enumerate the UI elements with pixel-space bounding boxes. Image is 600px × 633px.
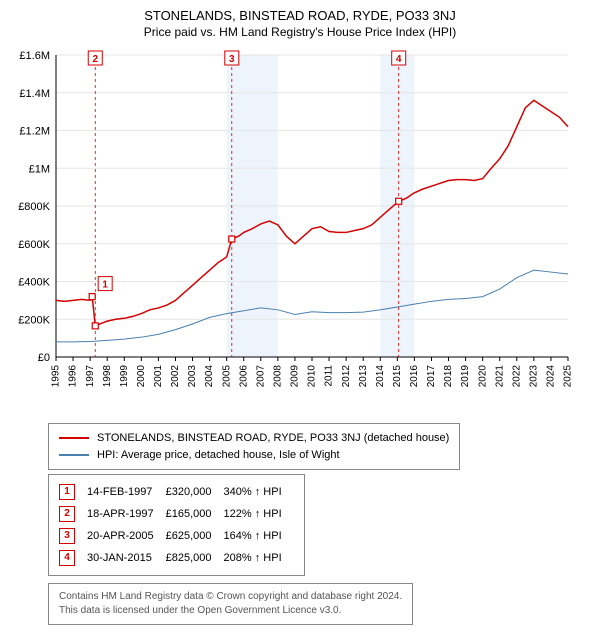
svg-text:£600K: £600K xyxy=(18,239,50,251)
event-date: 20-APR-2005 xyxy=(87,525,166,547)
svg-text:2007: 2007 xyxy=(255,365,266,388)
svg-text:2021: 2021 xyxy=(494,365,505,388)
svg-text:2003: 2003 xyxy=(187,365,198,388)
event-price: £625,000 xyxy=(166,525,224,547)
legend-row: HPI: Average price, detached house, Isle… xyxy=(59,447,449,464)
svg-text:2000: 2000 xyxy=(136,365,147,388)
chart-area: £0 £200K £400K £600K £800K £1M £1.2M £1.4M £1.6M… xyxy=(8,47,578,417)
event-row: 3 20-APR-2005£625,000164% ↑ HPI xyxy=(59,525,294,547)
svg-text:£1.2M: £1.2M xyxy=(19,126,50,138)
chart-subtitle: Price paid vs. HM Land Registry's House … xyxy=(8,25,592,39)
svg-text:2024: 2024 xyxy=(546,365,557,388)
event-row: 1 14-FEB-1997£320,000340% ↑ HPI xyxy=(59,481,294,503)
legend: STONELANDS, BINSTEAD ROAD, RYDE, PO33 3N… xyxy=(48,423,460,470)
svg-text:£400K: £400K xyxy=(18,277,50,289)
svg-text:£1M: £1M xyxy=(29,163,50,175)
svg-text:2002: 2002 xyxy=(170,365,181,388)
svg-text:2014: 2014 xyxy=(375,365,386,388)
svg-text:2023: 2023 xyxy=(529,365,540,388)
svg-text:£200K: £200K xyxy=(18,314,50,326)
legend-label: HPI: Average price, detached house, Isle… xyxy=(97,447,340,464)
legend-label: STONELANDS, BINSTEAD ROAD, RYDE, PO33 3N… xyxy=(97,430,449,447)
svg-text:2013: 2013 xyxy=(358,365,369,388)
svg-text:2010: 2010 xyxy=(307,365,318,388)
svg-text:£1.6M: £1.6M xyxy=(19,50,50,62)
svg-text:1995: 1995 xyxy=(51,365,62,388)
event-price: £825,000 xyxy=(166,547,224,569)
svg-text:2015: 2015 xyxy=(392,365,403,388)
event-date: 30-JAN-2015 xyxy=(87,547,166,569)
event-hpi: 122% ↑ HPI xyxy=(224,503,294,525)
svg-text:2006: 2006 xyxy=(238,365,249,388)
event-badge: 1 xyxy=(59,484,75,500)
svg-text:£0: £0 xyxy=(38,352,50,364)
event-price: £165,000 xyxy=(166,503,224,525)
svg-text:2009: 2009 xyxy=(290,365,301,388)
legend-swatch xyxy=(59,437,89,439)
svg-text:2001: 2001 xyxy=(153,365,164,388)
chart-title: STONELANDS, BINSTEAD ROAD, RYDE, PO33 3N… xyxy=(8,8,592,23)
svg-text:2016: 2016 xyxy=(409,365,420,388)
svg-text:1996: 1996 xyxy=(68,365,79,388)
footer-attribution: Contains HM Land Registry data © Crown c… xyxy=(48,583,413,625)
svg-text:2017: 2017 xyxy=(426,365,437,388)
svg-text:2020: 2020 xyxy=(477,365,488,388)
event-row: 2 18-APR-1997£165,000122% ↑ HPI xyxy=(59,503,294,525)
legend-row: STONELANDS, BINSTEAD ROAD, RYDE, PO33 3N… xyxy=(59,430,449,447)
svg-text:2012: 2012 xyxy=(341,365,352,388)
svg-text:2022: 2022 xyxy=(511,365,522,388)
event-hpi: 340% ↑ HPI xyxy=(224,481,294,503)
svg-text:2008: 2008 xyxy=(273,365,284,388)
svg-text:4: 4 xyxy=(396,54,402,65)
svg-text:1999: 1999 xyxy=(119,365,130,388)
legend-swatch xyxy=(59,454,89,456)
event-badge: 3 xyxy=(59,528,75,544)
svg-text:2005: 2005 xyxy=(221,365,232,388)
event-badge: 2 xyxy=(59,506,75,522)
event-badge: 4 xyxy=(59,550,75,566)
svg-text:2018: 2018 xyxy=(443,365,454,388)
svg-text:2019: 2019 xyxy=(460,365,471,388)
event-hpi: 208% ↑ HPI xyxy=(224,547,294,569)
event-date: 18-APR-1997 xyxy=(87,503,166,525)
svg-text:2004: 2004 xyxy=(204,365,215,388)
events-table: 1 14-FEB-1997£320,000340% ↑ HPI 2 18-APR-19… xyxy=(48,474,305,576)
footer-line-1: Contains HM Land Registry data © Crown c… xyxy=(59,590,402,604)
svg-text:£1.4M: £1.4M xyxy=(19,88,50,100)
svg-text:2025: 2025 xyxy=(563,365,574,388)
svg-text:1: 1 xyxy=(102,280,108,291)
svg-text:1998: 1998 xyxy=(102,365,113,388)
svg-text:£800K: £800K xyxy=(18,201,50,213)
event-hpi: 164% ↑ HPI xyxy=(224,525,294,547)
svg-text:1997: 1997 xyxy=(85,365,96,388)
event-price: £320,000 xyxy=(166,481,224,503)
event-row: 4 30-JAN-2015£825,000208% ↑ HPI xyxy=(59,547,294,569)
event-date: 14-FEB-1997 xyxy=(87,481,166,503)
footer-line-2: This data is licensed under the Open Gov… xyxy=(59,604,402,618)
svg-text:2: 2 xyxy=(92,54,98,65)
svg-text:3: 3 xyxy=(229,54,235,65)
svg-text:2011: 2011 xyxy=(324,365,335,387)
chart-svg: £0 £200K £400K £600K £800K £1M £1.2M £1.4M £1.6M… xyxy=(8,47,578,417)
